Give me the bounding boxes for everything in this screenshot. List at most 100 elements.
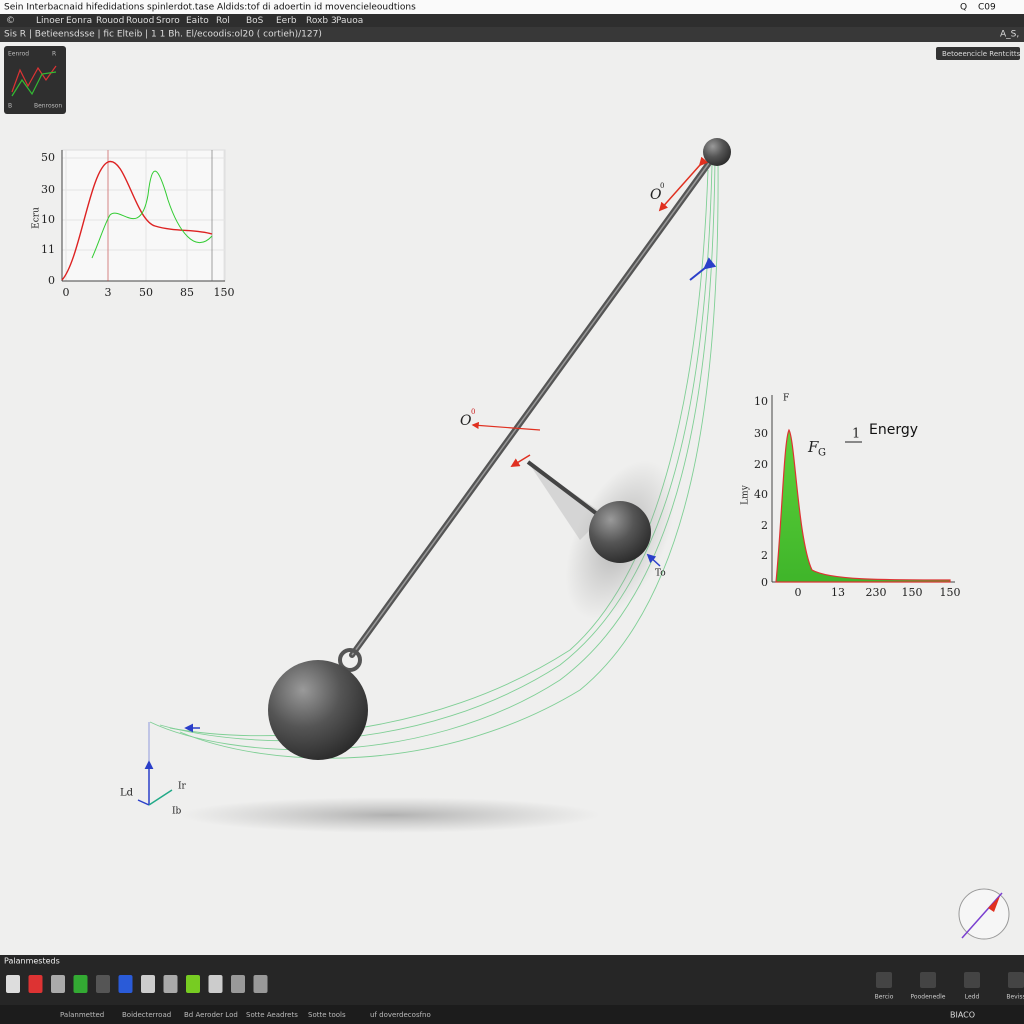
x-tick-label: 0 — [63, 286, 70, 299]
plot-title: Energy — [869, 422, 918, 438]
tool-button[interactable] — [118, 975, 133, 993]
tool-button[interactable] — [141, 975, 155, 993]
y-tick-label: 2 — [761, 519, 768, 532]
toolbar-text: Sis R | Betieensdsse | fic Elteib | 1 1 … — [4, 30, 322, 40]
velocity-arrow — [646, 553, 661, 567]
status-bar — [0, 1005, 1024, 1024]
trajectories — [149, 159, 719, 759]
annotation: 0 — [660, 182, 664, 190]
menu-item[interactable]: © — [6, 16, 15, 26]
menu-item[interactable]: Rouod — [126, 16, 154, 26]
thumbnail-label: Benroson — [34, 103, 62, 110]
tool-button[interactable] — [208, 975, 223, 993]
hinge — [338, 648, 362, 672]
tool-label: Ledd — [965, 994, 980, 1001]
tool-button[interactable] — [51, 975, 65, 993]
status-item[interactable]: Boidecterroad — [122, 1011, 171, 1019]
y-tick-label: 20 — [754, 458, 768, 471]
status-item[interactable]: Sotte tools — [308, 1011, 346, 1019]
menu-item[interactable]: Sroro — [156, 16, 180, 26]
pivot[interactable] — [703, 138, 731, 166]
tool-button[interactable] — [964, 972, 980, 988]
tool-button[interactable] — [28, 975, 43, 993]
curve — [91, 170, 213, 259]
tool-button[interactable] — [876, 972, 892, 988]
bob[interactable] — [268, 660, 368, 760]
x-tick-label: 0 — [795, 586, 802, 599]
tool-button[interactable] — [163, 975, 178, 993]
y-tick-label: 10 — [41, 213, 55, 226]
menu-item[interactable]: Pauoa — [336, 16, 363, 26]
top-right-badge[interactable] — [936, 47, 1020, 60]
window-title: Sein Interbacnaid hifedidations spinlerd… — [4, 3, 416, 13]
menu-bar — [0, 14, 1024, 27]
secondary-bob[interactable] — [589, 501, 651, 563]
thumbnail-curve — [11, 71, 57, 97]
y-tick-label: 11 — [41, 243, 55, 256]
tool-button[interactable] — [253, 975, 268, 993]
status-item[interactable]: Bd Aeroder Lod — [184, 1011, 238, 1019]
y-axis-label: Lmy — [741, 484, 751, 505]
tool-label: Bercio — [875, 994, 894, 1001]
menu-item[interactable]: Linoer — [36, 16, 64, 26]
tool-button[interactable] — [920, 972, 936, 988]
y-tick-label: 0 — [761, 576, 768, 589]
blur-trail — [528, 462, 605, 540]
annotation: Ir — [178, 782, 187, 792]
y-top: F — [783, 394, 789, 404]
thumbnail-label: R — [52, 51, 56, 58]
formula-extra: 1 — [852, 427, 860, 442]
path — [179, 159, 719, 759]
x-tick-label: 50 — [139, 286, 153, 299]
thumbnail-curve — [11, 65, 57, 93]
annotation: To — [655, 569, 666, 579]
annotation: O — [460, 413, 472, 429]
x-tick-label: 150 — [940, 586, 961, 599]
menu: © Linoer Eonra Rouod Rouod Sroro Eaito Rol BoS Ee… — [6, 16, 363, 26]
tool-button[interactable] — [96, 975, 110, 993]
status-item[interactable]: Palanmetted — [60, 1011, 104, 1019]
y-tick-label: 50 — [41, 151, 55, 164]
thumbnail[interactable] — [4, 46, 66, 114]
menu-item[interactable]: BoS — [246, 16, 264, 26]
tool-button[interactable] — [6, 975, 20, 993]
tool-button[interactable] — [73, 975, 88, 993]
menu-item[interactable]: Eaito — [186, 16, 209, 26]
y-tick-label: 10 — [754, 395, 768, 408]
search-button[interactable]: Q — [960, 3, 967, 13]
tool-button[interactable] — [186, 975, 200, 993]
menu-item[interactable]: Roxb 3 — [306, 16, 337, 26]
status-tools: Palanmetted Boidecterroad Bd Aeroder Lod So… — [60, 1011, 431, 1019]
ground-shadow — [180, 797, 600, 833]
x-tick-label: 150 — [902, 586, 923, 599]
compass-needle — [988, 896, 1000, 912]
tool-button[interactable] — [231, 975, 245, 993]
x-tick-label: 3 — [105, 286, 112, 299]
top-right-label: Betoeencicle Rentcitts — [942, 50, 1021, 58]
x-tick-label: 230 — [866, 586, 887, 599]
axis-gizmo — [137, 799, 150, 806]
secondary-rod — [526, 460, 607, 522]
status-item[interactable]: Sotte Aeadrets — [246, 1011, 298, 1019]
x-tick-label: 150 — [214, 286, 235, 299]
status-text: BIACO — [950, 1011, 975, 1020]
status-item[interactable]: uf doverdecosfno — [370, 1011, 431, 1019]
menu-item[interactable]: Eonra — [66, 16, 92, 26]
path — [169, 169, 709, 737]
menu-item[interactable]: Rol — [216, 16, 230, 26]
tool-icons — [6, 975, 268, 993]
y-tick-label: 40 — [754, 488, 768, 501]
thumbnail-label: B — [8, 103, 12, 110]
tool-button[interactable] — [1008, 972, 1024, 988]
axis-gizmo — [148, 789, 173, 806]
tool-label: Beviss — [1006, 994, 1024, 1001]
thumbnail-label: Eenrod — [8, 51, 29, 58]
tool-label: Poodenedle — [911, 994, 946, 1001]
path — [149, 159, 716, 751]
menu-item[interactable]: Rouod — [96, 16, 124, 26]
menu-item[interactable]: Eerb — [276, 16, 297, 26]
